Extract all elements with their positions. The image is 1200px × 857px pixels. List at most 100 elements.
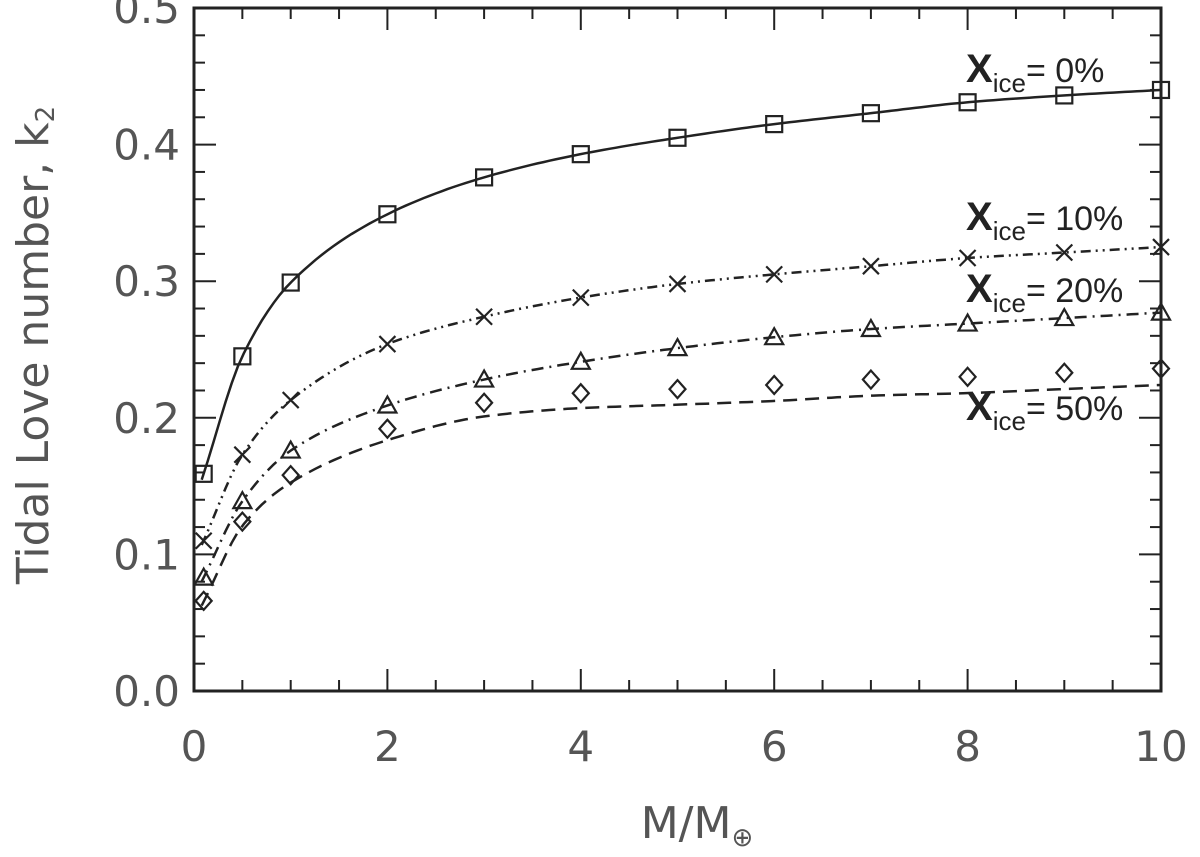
diamond-marker — [764, 374, 784, 396]
y-axis-label-text: Tidal Love number, k — [8, 122, 59, 585]
square-marker — [281, 273, 300, 292]
cross-marker — [958, 249, 977, 267]
series-label: Xice= 0% — [966, 47, 1104, 98]
y-tick-label: 0.4 — [113, 121, 180, 170]
x-tick-label: 0 — [181, 722, 208, 771]
y-tick-label: 0.2 — [113, 394, 180, 443]
cross-stroke — [958, 249, 977, 267]
y-tick-label: 0.5 — [113, 0, 180, 33]
series-line — [200, 311, 1162, 582]
tick-labels-layer: 0 2 4 6 8 10 0.0 0.1 0.2 0.3 0.4 0.5 — [113, 0, 1188, 771]
cross-stroke — [194, 531, 213, 550]
square-marker — [1055, 86, 1074, 105]
triangle-marker — [473, 368, 495, 388]
series-line — [200, 383, 1162, 607]
diamond-marker — [377, 418, 397, 440]
series-label-symbol: X — [966, 195, 993, 239]
y-axis-label-subscript: 2 — [31, 106, 61, 123]
series-label-subscript: ice — [993, 288, 1026, 318]
square-marker — [571, 145, 590, 164]
triangle-marker — [192, 566, 215, 586]
series-label-value: = 10% — [1026, 200, 1123, 238]
triangle-marker — [231, 489, 254, 510]
cross-marker — [668, 275, 687, 293]
cross-marker — [862, 257, 880, 275]
triangle-marker — [376, 394, 399, 414]
cross-marker — [281, 391, 300, 409]
cross-marker — [194, 531, 213, 550]
cross-stroke — [475, 307, 493, 326]
x-tick-label: 8 — [954, 722, 981, 771]
triangle-marker — [666, 336, 689, 357]
cross-stroke — [668, 275, 687, 293]
square-marker — [765, 115, 784, 134]
y-tick-label: 0.1 — [113, 530, 180, 579]
series-0 — [194, 80, 1171, 483]
diamond-marker — [861, 368, 881, 391]
series-label-subscript: ice — [993, 216, 1026, 246]
ticks-layer — [193, 7, 1162, 692]
square-marker — [861, 104, 881, 123]
plot-frame — [192, 6, 1163, 693]
diamond-marker — [668, 378, 687, 400]
triangle-marker — [763, 325, 786, 346]
square-marker — [378, 205, 397, 224]
square-marker — [668, 128, 687, 147]
cross-marker — [572, 288, 590, 307]
series-label-value: = 50% — [1026, 390, 1123, 428]
cross-marker — [378, 335, 397, 353]
series-label-subscript: ice — [993, 406, 1026, 436]
square-marker — [475, 168, 494, 187]
triangle-marker — [569, 350, 592, 370]
diamond-marker — [232, 510, 252, 533]
series-label-symbol: X — [966, 385, 993, 429]
earth-symbol: ⊕ — [731, 823, 753, 853]
series-label: Xice= 50% — [966, 385, 1123, 436]
series-1 — [194, 238, 1170, 550]
x-tick-label: 4 — [567, 722, 594, 771]
series-2 — [192, 301, 1172, 586]
triangle-marker — [860, 317, 882, 338]
diamond-marker — [281, 464, 301, 486]
series-label-symbol: X — [966, 47, 993, 91]
series-labels-layer: Xice= 0%Xice= 10%Xice= 20%Xice= 50% — [966, 47, 1123, 436]
y-tick-label: 0.0 — [113, 667, 180, 716]
square-marker — [194, 464, 213, 483]
x-axis-label: M/M⊕ — [641, 798, 754, 853]
cross-stroke — [765, 265, 783, 284]
series-3 — [194, 357, 1171, 612]
cross-stroke — [233, 445, 252, 464]
diamond-marker — [474, 392, 494, 414]
series-label-value: = 20% — [1026, 272, 1123, 310]
diamond-marker — [958, 366, 978, 388]
series-label-value: = 0% — [1026, 52, 1104, 90]
x-tick-label: 10 — [1134, 722, 1187, 771]
diamond-marker — [571, 382, 591, 404]
x-axis-label-text: M/M — [641, 798, 732, 849]
series-label: Xice= 20% — [966, 267, 1123, 318]
triangle-marker — [1053, 306, 1076, 327]
x-tick-label: 6 — [761, 722, 788, 771]
cross-stroke — [1055, 243, 1074, 262]
cross-stroke — [378, 335, 397, 353]
series-label: Xice= 10% — [966, 195, 1123, 246]
cross-marker — [475, 307, 493, 326]
triangle-marker — [279, 439, 302, 459]
x-tick-label: 2 — [374, 722, 401, 771]
series-layer — [192, 80, 1172, 612]
series-line — [200, 88, 1162, 481]
cross-marker — [765, 265, 783, 284]
cross-marker — [233, 445, 252, 464]
triangle-marker — [956, 312, 979, 332]
y-tick-label: 0.3 — [113, 257, 180, 306]
square-marker — [233, 347, 252, 366]
cross-stroke — [281, 391, 300, 409]
series-line — [200, 245, 1162, 546]
series-label-subscript: ice — [993, 68, 1026, 98]
square-marker — [958, 93, 977, 112]
y-axis-label: Tidal Love number, k2 — [8, 106, 61, 585]
cross-stroke — [572, 288, 590, 307]
diamond-marker — [1054, 362, 1074, 384]
cross-stroke — [862, 257, 880, 275]
